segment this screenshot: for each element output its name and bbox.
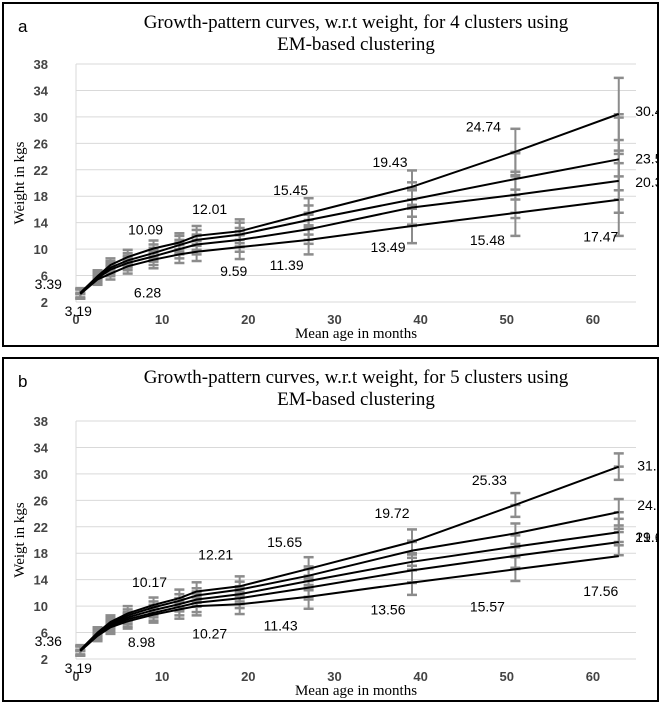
chart-a-x-tick-label: 50 (500, 312, 514, 327)
chart-a-data-label: 20.32 (635, 174, 657, 190)
chart-b-y-tick-label: 26 (34, 493, 48, 508)
chart-a-series-line-2 (79, 158, 619, 295)
chart-a-data-label: 10.09 (128, 222, 163, 238)
chart-a-y-axis-title: Weight in kgs (12, 141, 28, 224)
chart-a-y-tick-label: 22 (34, 163, 48, 178)
chart-a-y-tick-label: 38 (34, 57, 48, 72)
chart-a-x-tick-label: 20 (241, 312, 255, 327)
chart-a-data-label: 3.39 (35, 276, 62, 292)
chart-b-series-line-1 (79, 465, 620, 651)
chart-a-y-tick-label: 26 (34, 136, 48, 151)
chart-a-y-tick-label: 34 (34, 83, 49, 98)
chart-svg-a: a Growth-pattern curves, w.r.t weight, fo… (12, 12, 657, 342)
chart-a-y-tick-label: 14 (34, 216, 49, 231)
chart-b-title-line1: Growth-pattern curves, w.r.t weight, for… (144, 367, 569, 388)
chart-b-y-tick-label: 18 (34, 546, 48, 561)
chart-b-y-tick-label: 2 (41, 652, 48, 667)
chart-a-data-label: 12.01 (192, 201, 227, 217)
chart-b-data-label: 8.98 (128, 634, 155, 650)
chart-a-data-label: 19.43 (372, 154, 407, 170)
chart-b-data-label: 17.56 (583, 583, 618, 599)
chart-a-y-tick-label: 10 (34, 242, 48, 257)
chart-b-x-tick-label: 60 (586, 669, 600, 684)
chart-svg-b: b Growth-pattern curves, w.r.t weight, fo… (12, 367, 657, 699)
chart-a-x-tick-label: 10 (155, 312, 169, 327)
chart-b-data-label: 13.56 (370, 602, 405, 618)
chart-b-y-tick-label: 14 (34, 573, 49, 588)
chart-b-x-tick-label: 40 (413, 669, 427, 684)
chart-b-panel-label: b (18, 372, 27, 391)
chart-b-data-label: 11.43 (264, 618, 298, 634)
chart-b-data-label: 10.27 (192, 625, 227, 641)
chart-a-data-label: 6.28 (134, 285, 161, 301)
chart-a-data-label: 13.49 (370, 239, 405, 255)
chart-a-series-line-3 (79, 179, 619, 295)
chart-a-title-line1: Growth-pattern curves, w.r.t weight, for… (144, 12, 569, 33)
chart-b-x-tick-label: 0 (72, 669, 79, 684)
chart-a-x-axis-title: Mean age in months (295, 326, 417, 342)
chart-a-x-tick-label: 30 (327, 312, 341, 327)
chart-a-data-label: 17.47 (583, 229, 618, 245)
chart-a-y-tick-label: 2 (41, 295, 48, 310)
chart-panel-a: a Growth-pattern curves, w.r.t weight, fo… (2, 2, 659, 347)
chart-panel-b: b Growth-pattern curves, w.r.t weight, fo… (2, 357, 659, 702)
chart-a-x-tick-label: 60 (586, 312, 600, 327)
chart-b-data-label: 31.09 (637, 458, 657, 474)
chart-b-data-label: 3.19 (65, 660, 92, 676)
chart-a-data-label: 15.45 (273, 182, 308, 198)
chart-b-x-tick-label: 30 (327, 669, 341, 684)
chart-a-y-tick-label: 6 (41, 269, 48, 284)
chart-b-data-label: 19.72 (374, 505, 409, 521)
chart-a-data-label: 3.19 (65, 303, 92, 319)
chart-b-data-label: 24.22 (637, 497, 657, 513)
chart-a-x-tick-label: 0 (72, 312, 79, 327)
chart-b-data-label: 3.36 (35, 633, 62, 649)
chart-b-data-label: 25.33 (472, 472, 507, 488)
chart-b-x-tick-label: 20 (241, 669, 255, 684)
chart-a-y-tick-label: 18 (34, 189, 48, 204)
chart-a-title-line2: EM-based clustering (277, 34, 435, 55)
chart-a-panel-label: a (18, 17, 28, 36)
chart-b-y-tick-label: 38 (34, 414, 48, 429)
chart-b-y-tick-label: 10 (34, 599, 48, 614)
chart-a-series-line-1 (79, 113, 620, 294)
chart-a-x-tick-label: 40 (413, 312, 427, 327)
chart-b-title-line2: EM-based clustering (277, 389, 435, 410)
chart-b-data-label: 10.17 (132, 574, 167, 590)
chart-b-y-tick-label: 6 (41, 626, 48, 641)
chart-b-data-label: 15.57 (470, 598, 505, 614)
chart-b-data-label: 19.68 (635, 529, 657, 545)
chart-b-data-label: 15.65 (267, 534, 302, 550)
chart-a-data-label: 23.59 (635, 150, 657, 166)
chart-b-y-tick-label: 34 (34, 440, 49, 455)
chart-b-y-tick-label: 30 (34, 467, 48, 482)
chart-a-data-label: 15.48 (470, 232, 505, 248)
chart-b-x-tick-label: 50 (500, 669, 514, 684)
chart-a-data-label: 11.39 (270, 257, 304, 273)
chart-b-data-label: 12.21 (198, 547, 233, 563)
chart-b-data-label: 21.18 (635, 529, 657, 545)
chart-a-data-label: 30.43 (635, 103, 657, 119)
chart-a-y-tick-label: 30 (34, 110, 48, 125)
chart-b-series-line-4 (79, 541, 619, 652)
chart-a-series-line-4 (79, 198, 619, 295)
chart-b-x-tick-label: 10 (155, 669, 169, 684)
chart-a-data-label: 24.74 (466, 119, 501, 135)
chart-b-y-axis-title: Weigt in kgs (12, 502, 28, 578)
chart-a-data-label: 9.59 (220, 263, 247, 279)
chart-b-x-axis-title: Mean age in months (295, 683, 417, 699)
chart-b-series-line-5 (79, 555, 619, 652)
chart-b-y-tick-label: 22 (34, 520, 48, 535)
